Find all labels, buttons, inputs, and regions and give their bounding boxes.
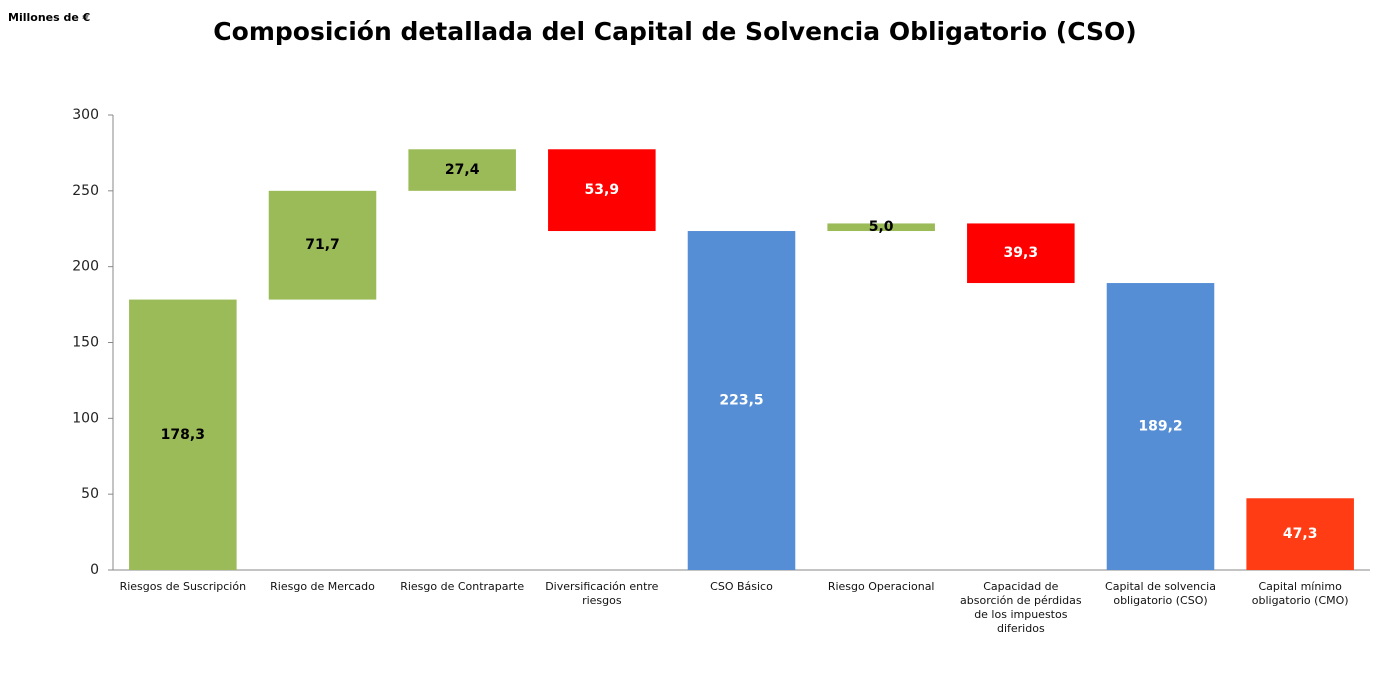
value-label: 47,3 xyxy=(1283,526,1318,542)
value-label: 53,9 xyxy=(585,182,620,198)
bar xyxy=(268,190,377,300)
x-tick-label: Capital de solvencia obligatorio (CSO) xyxy=(1105,580,1216,607)
value-label: 5,0 xyxy=(869,219,894,235)
x-tick-label: Riesgo de Mercado xyxy=(270,580,375,593)
y-tick-label: 250 xyxy=(72,183,99,199)
x-tick-label: Riesgo Operacional xyxy=(828,580,935,593)
value-label: 71,7 xyxy=(305,237,340,253)
bar xyxy=(548,149,656,232)
value-label: 189,2 xyxy=(1138,419,1182,435)
x-tick-label: Riesgos de Suscripción xyxy=(120,580,247,593)
value-label: 39,3 xyxy=(1004,245,1039,261)
y-tick-label: 0 xyxy=(90,562,99,578)
y-tick-label: 50 xyxy=(81,486,99,502)
value-label: 178,3 xyxy=(161,427,205,443)
y-tick-label: 150 xyxy=(72,335,99,351)
y-tick-label: 100 xyxy=(72,410,99,426)
x-tick-label: Riesgo de Contraparte xyxy=(400,580,524,593)
y-tick-label: 300 xyxy=(72,107,99,123)
x-tick-label: Diversificación entre riesgos xyxy=(545,580,658,607)
bar xyxy=(827,223,935,232)
bar xyxy=(1106,283,1215,570)
bar xyxy=(129,299,237,570)
y-tick-label: 200 xyxy=(72,259,99,275)
x-tick-label: Capital mínimo obligatorio (CMO) xyxy=(1252,580,1349,607)
chart-title: Composición detallada del Capital de Sol… xyxy=(213,17,1136,46)
bar xyxy=(408,149,516,191)
bar xyxy=(967,223,1075,284)
bar xyxy=(1246,498,1354,570)
value-label: 223,5 xyxy=(719,393,763,409)
x-tick-label: CSO Básico xyxy=(710,580,773,593)
x-tick-label: Capacidad de absorción de pérdidas de los … xyxy=(960,580,1082,635)
bar xyxy=(687,231,796,570)
unit-label: Millones de € xyxy=(8,11,90,24)
value-label: 27,4 xyxy=(445,162,480,178)
